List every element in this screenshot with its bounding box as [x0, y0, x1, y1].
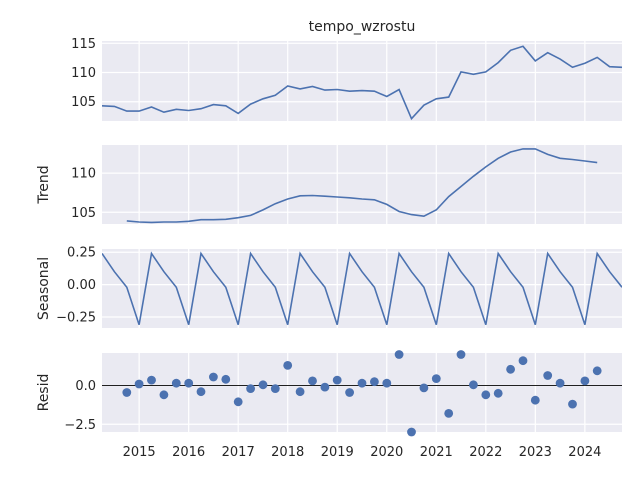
resid-point	[345, 388, 354, 397]
resid-point	[431, 374, 441, 383]
resid-point	[580, 376, 590, 386]
y-tick-label: 110	[71, 167, 96, 182]
panel-observed: 105 110 115	[71, 37, 622, 121]
x-tick-label: 2023	[519, 445, 552, 460]
panel-seasonal: 0.25 0.00 −0.25 Seasonal	[36, 246, 622, 328]
x-tick-label: 2016	[172, 445, 205, 460]
resid-point	[444, 409, 454, 418]
resid-point	[407, 427, 416, 437]
resid-point	[506, 364, 515, 374]
x-tick-label: 2021	[420, 445, 453, 460]
y-tick-label: 0.0	[75, 379, 96, 394]
resid-point	[481, 390, 491, 400]
resid-point	[147, 375, 156, 385]
resid-point	[283, 361, 293, 370]
resid-point	[518, 356, 528, 366]
resid-point	[308, 376, 317, 386]
x-tick-label: 2017	[222, 445, 255, 460]
y-tick-label: −0.25	[56, 310, 96, 325]
resid-point	[270, 384, 280, 393]
resid-point	[196, 387, 206, 397]
trend-series-line	[126, 148, 598, 224]
y-tick-label: 105	[71, 95, 96, 110]
y-tick-label: 0.25	[67, 246, 96, 261]
resid-point	[221, 374, 231, 384]
panel-resid: 0.0 −2.5 Resid	[36, 350, 622, 437]
resid-point	[555, 378, 565, 388]
resid-point	[370, 377, 379, 387]
resid-point	[209, 372, 218, 382]
y-tick-label: −2.5	[64, 418, 96, 433]
panel-trend: 105 110 Trend	[36, 145, 622, 224]
resid-point	[233, 397, 243, 407]
resid-point	[246, 384, 256, 393]
resid-point	[493, 388, 503, 398]
resid-point	[122, 388, 132, 397]
resid-point	[592, 366, 602, 376]
y-tick-label: 115	[71, 37, 96, 52]
resid-point	[382, 378, 392, 388]
x-tick-label: 2020	[370, 445, 403, 460]
resid-y-axis-label: Resid	[36, 374, 52, 412]
y-tick-label: 0.00	[67, 278, 96, 293]
panel-background	[102, 353, 622, 432]
resid-point	[357, 378, 367, 388]
observed-series-line	[102, 45, 622, 121]
x-tick-label: 2018	[271, 445, 304, 460]
resid-point	[394, 350, 404, 359]
resid-point	[530, 395, 540, 405]
resid-point	[320, 382, 330, 392]
y-tick-label: 105	[71, 206, 96, 221]
x-tick-label: 2019	[321, 445, 354, 460]
x-tick-label: 2022	[469, 445, 502, 460]
resid-point	[419, 383, 429, 393]
resid-point	[543, 371, 553, 380]
panel-background	[102, 249, 622, 328]
resid-point	[258, 380, 268, 390]
seasonal-series-line	[102, 251, 622, 326]
resid-point	[295, 387, 305, 397]
resid-point	[456, 350, 466, 359]
x-tick-label: 2024	[568, 445, 601, 460]
resid-point	[159, 390, 169, 400]
y-tick-label: 110	[71, 66, 96, 81]
resid-point	[568, 399, 577, 409]
resid-point	[184, 378, 194, 388]
trend-y-axis-label: Trend	[36, 165, 52, 204]
chart-title: tempo_wzrostu	[309, 19, 416, 35]
x-tick-label: 2015	[123, 445, 156, 460]
resid-point	[332, 375, 342, 385]
seasonal-y-axis-label: Seasonal	[36, 257, 52, 320]
resid-point	[134, 379, 144, 389]
resid-point	[469, 380, 478, 390]
resid-point	[171, 378, 181, 388]
x-axis-ticks: 2015 2016 2017 2018 2019 2020 2021 2022 2023 2024	[123, 445, 602, 460]
